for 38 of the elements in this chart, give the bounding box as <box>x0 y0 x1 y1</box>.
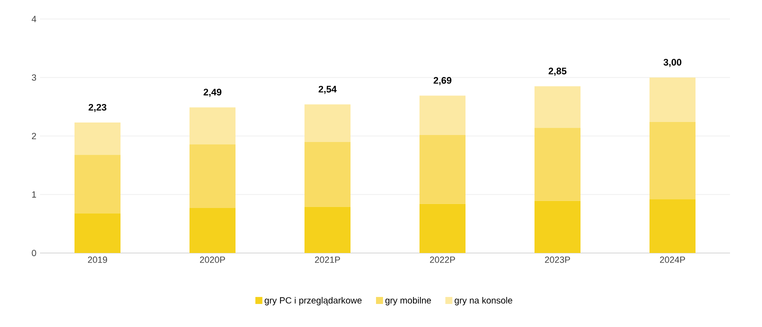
y-tick-label: 1 <box>32 191 36 198</box>
total-label: 3,00 <box>664 58 682 67</box>
x-tick-label: 2022P <box>430 256 456 263</box>
bar <box>650 122 696 200</box>
bar <box>534 200 581 253</box>
x-tick-label: 2024P <box>660 256 686 263</box>
bar <box>190 144 236 208</box>
y-tick-label: 3 <box>32 74 36 81</box>
bar <box>190 107 236 144</box>
y-tick-label: 2 <box>32 132 36 140</box>
y-tick-label: 4 <box>32 16 36 22</box>
bar <box>420 204 466 253</box>
total-label: 2,23 <box>88 104 106 112</box>
total-label: 2,85 <box>548 68 566 76</box>
bar <box>74 213 121 253</box>
bar <box>534 86 581 128</box>
legend-label: gry na konsole <box>454 296 512 306</box>
legend-label: gry PC i przeglądarkowe <box>264 296 362 306</box>
y-tick-label: 0 <box>32 250 36 256</box>
bar <box>650 199 696 253</box>
bar <box>420 134 466 204</box>
bar <box>534 128 581 201</box>
bar <box>190 208 236 253</box>
bar <box>74 154 121 214</box>
x-tick-label: 2020P <box>200 256 225 263</box>
x-tick-label: 2023P <box>545 256 570 263</box>
total-label: 2,54 <box>318 86 337 94</box>
bar <box>420 96 466 135</box>
total-label: 2,49 <box>204 88 222 97</box>
bar <box>304 142 351 207</box>
bar <box>650 78 696 122</box>
legend-label: gry mobilne <box>385 296 431 306</box>
bar <box>304 206 351 253</box>
x-tick-label: 2019 <box>88 256 108 263</box>
total-label: 2,69 <box>434 77 452 86</box>
bar <box>74 122 121 155</box>
x-tick-label: 2021P <box>315 256 340 263</box>
bar <box>304 104 351 142</box>
